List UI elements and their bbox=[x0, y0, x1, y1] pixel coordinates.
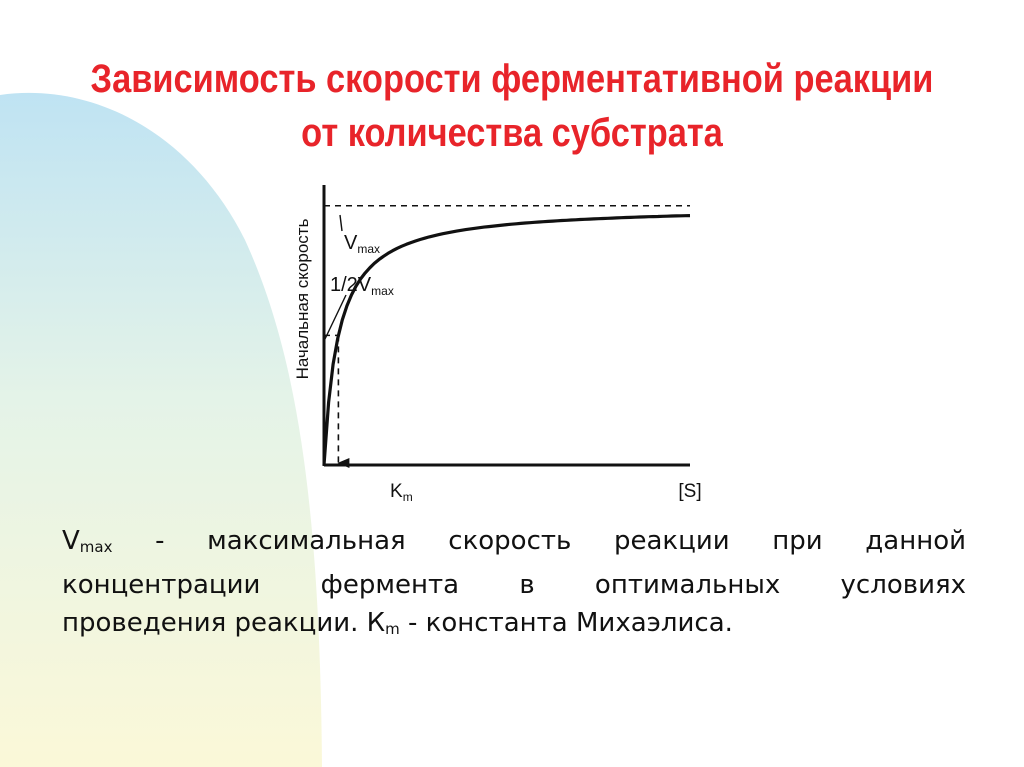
km-label: Km bbox=[390, 481, 413, 504]
x-axis-label: [S] bbox=[678, 481, 701, 502]
vmax-leader-line bbox=[339, 214, 343, 232]
half-vmax-leader-line bbox=[324, 294, 347, 340]
caption-line-1: Vmax - максимальная скорость реакции при… bbox=[62, 522, 966, 566]
vmax-label: Vmax bbox=[344, 232, 380, 256]
caption-line-3: проведения реакции. Кm - константа Михаэ… bbox=[62, 604, 966, 648]
caption-km-sub: m bbox=[385, 620, 400, 638]
michaelis-menten-curve bbox=[322, 214, 691, 466]
y-axis-label: Начальная скорость bbox=[293, 218, 312, 379]
caption-vmax-sub: max bbox=[79, 538, 113, 556]
half-vmax-label: 1/2Vmax bbox=[330, 274, 394, 298]
slide-title: Зависимость скорости ферментативной реак… bbox=[72, 52, 953, 160]
caption-vmax: V bbox=[62, 526, 80, 556]
michaelis-menten-chart: Начальная скорость [S] Vmax 1/2Vmax Km bbox=[293, 185, 702, 504]
title-line-2: от количества субстрата bbox=[301, 111, 723, 155]
caption: Vmax - максимальная скорость реакции при… bbox=[62, 522, 966, 648]
caption-line-3-rest: - константа Михаэлиса. bbox=[399, 608, 733, 638]
title-line-1: Зависимость скорости ферментативной реак… bbox=[90, 57, 934, 101]
caption-line-3-text: проведения реакции. К bbox=[62, 608, 386, 638]
caption-line-1-text: - максимальная скорость реакции при данн… bbox=[112, 526, 966, 556]
caption-line-2: концентрации фермента в оптимальных усло… bbox=[62, 570, 966, 600]
